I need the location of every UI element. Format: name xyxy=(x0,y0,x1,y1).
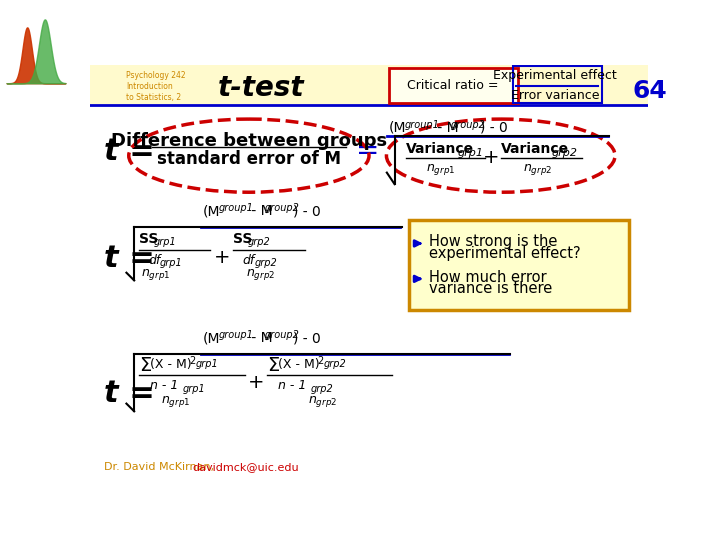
Text: Difference between groups: Difference between groups xyxy=(111,132,387,150)
Text: group2: group2 xyxy=(264,203,300,213)
Text: Variance: Variance xyxy=(500,141,569,156)
Text: +: + xyxy=(214,248,230,267)
Text: t =: t = xyxy=(104,379,155,408)
Text: (X - M): (X - M) xyxy=(150,358,192,371)
Text: grp1: grp1 xyxy=(153,237,176,247)
Text: $n_{grp2}$: $n_{grp2}$ xyxy=(246,267,275,282)
Text: davidmck@uic.edu: davidmck@uic.edu xyxy=(192,462,299,472)
Text: +: + xyxy=(483,148,500,167)
Text: (X - M): (X - M) xyxy=(279,358,320,371)
Text: SS: SS xyxy=(233,232,253,246)
Text: =: = xyxy=(356,137,379,165)
Text: group1: group1 xyxy=(219,330,253,340)
FancyBboxPatch shape xyxy=(409,220,629,309)
Text: Psychology 242
Introduction
to Statistics, 2: Psychology 242 Introduction to Statistic… xyxy=(127,71,186,102)
Text: - M: - M xyxy=(248,204,273,218)
Text: (M: (M xyxy=(388,121,406,135)
Text: ) - 0: ) - 0 xyxy=(293,204,321,218)
Text: - M: - M xyxy=(433,121,459,135)
Text: grp2: grp2 xyxy=(248,237,271,247)
Text: standard error of M: standard error of M xyxy=(157,150,341,168)
Text: (M: (M xyxy=(202,331,220,345)
Text: grp1: grp1 xyxy=(457,147,483,158)
Text: df: df xyxy=(148,254,161,267)
Text: Variance: Variance xyxy=(406,141,474,156)
Text: 64: 64 xyxy=(632,79,667,103)
Text: grp2: grp2 xyxy=(552,147,578,158)
Text: experimental effect?: experimental effect? xyxy=(428,246,580,261)
Text: 2: 2 xyxy=(189,356,195,366)
Text: n - 1: n - 1 xyxy=(279,380,307,393)
Text: grp1: grp1 xyxy=(195,359,218,369)
Text: grp1: grp1 xyxy=(160,259,182,268)
Text: ) - 0: ) - 0 xyxy=(480,121,508,135)
Text: group2: group2 xyxy=(264,330,300,340)
Text: SS: SS xyxy=(139,232,158,246)
Text: group2: group2 xyxy=(451,120,485,130)
Text: df: df xyxy=(243,254,255,267)
Text: (M: (M xyxy=(202,204,220,218)
Text: Critical ratio =: Critical ratio = xyxy=(407,79,498,92)
Text: $n_{grp2}$: $n_{grp2}$ xyxy=(308,394,337,409)
Text: t =: t = xyxy=(104,244,155,273)
Text: $n_{grp1}$: $n_{grp1}$ xyxy=(161,394,190,409)
Text: $\Sigma$: $\Sigma$ xyxy=(266,356,279,375)
FancyBboxPatch shape xyxy=(389,68,518,103)
Text: t =: t = xyxy=(104,137,155,166)
Text: Experimental effect: Experimental effect xyxy=(493,69,617,82)
Text: grp1: grp1 xyxy=(183,384,206,394)
Text: n - 1: n - 1 xyxy=(150,380,179,393)
Text: How strong is the: How strong is the xyxy=(428,234,557,249)
Text: Dr. David McKirnan,: Dr. David McKirnan, xyxy=(104,462,214,472)
Text: $n_{grp2}$: $n_{grp2}$ xyxy=(523,162,552,177)
Text: Error variance: Error variance xyxy=(510,89,599,102)
Text: group1: group1 xyxy=(405,120,439,130)
Text: variance is there: variance is there xyxy=(428,281,552,296)
Text: 2: 2 xyxy=(317,356,323,366)
Text: $n_{grp1}$: $n_{grp1}$ xyxy=(426,162,456,177)
Text: grp2: grp2 xyxy=(311,384,333,394)
FancyBboxPatch shape xyxy=(90,65,648,105)
Text: grp2: grp2 xyxy=(254,259,277,268)
Text: ) - 0: ) - 0 xyxy=(293,331,321,345)
Text: group1: group1 xyxy=(219,203,253,213)
Text: How much error: How much error xyxy=(428,270,546,285)
Text: grp2: grp2 xyxy=(323,359,346,369)
Text: +: + xyxy=(248,373,265,392)
Text: $n_{grp1}$: $n_{grp1}$ xyxy=(141,267,171,282)
Text: - M: - M xyxy=(248,331,273,345)
Text: $\Sigma$: $\Sigma$ xyxy=(139,356,152,375)
Text: t-test: t-test xyxy=(218,74,305,102)
